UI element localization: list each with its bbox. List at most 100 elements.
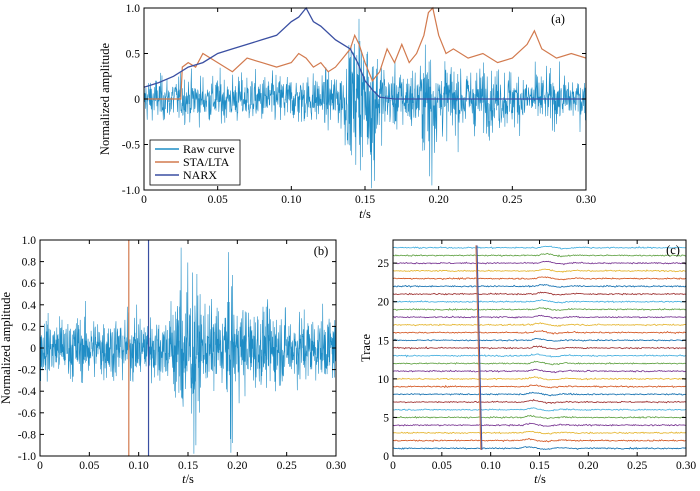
y-tick-label: 5 [383,412,389,424]
panel-a-xlabel-unit: /s [363,207,371,221]
panel-c-ticks: 0 0.05 0.10 0.15 0.20 0.25 0.30 0 5 10 15 20 25 [378,240,696,472]
panel-c-plot [392,245,687,451]
y-tick-label: 0.6 [22,278,37,290]
y-tick-label: -0.6 [18,408,36,420]
y-tick-label: -0.8 [18,429,36,441]
y-tick-label: 0.2 [22,321,37,333]
panel-a-xlabel-var: t [359,207,363,221]
trace-5 [393,414,686,420]
trace-11 [392,368,686,374]
panel-b-ylabel: Normalized amplitude [0,291,13,404]
y-tick-label: 0 [134,94,140,106]
x-tick-label: 0.15 [355,194,375,206]
panel-a-ticks: 0 0.05 0.10 0.15 0.20 0.25 0.30 -1.0 -0.5 0 0.5 1.0 [122,3,597,206]
panel-a-ylabel: Normalized amplitude [98,42,112,155]
trace-6 [392,407,687,412]
y-tick-label: 1.0 [126,3,141,15]
x-tick-label: 0.30 [326,460,346,472]
trace-9 [392,384,687,389]
x-tick-label: 0.20 [578,460,598,472]
raw-curve-line [143,18,587,189]
panel-c-xlabel: t/s [534,472,546,486]
pick-line-sta-lta [475,245,482,450]
trace-3 [392,430,687,435]
x-tick-label: 0.25 [502,194,522,206]
trace-18 [392,314,687,319]
trace-16 [392,329,686,335]
trace-17 [392,322,687,327]
trace-7 [393,398,687,405]
trace-8 [392,391,687,397]
trace-19 [392,307,687,312]
x-tick-label: 0.25 [627,460,647,472]
x-tick-label: 0.10 [481,460,501,472]
panel-b-label: (b) [314,244,329,258]
panel-c-xlabel-var: t [534,472,538,486]
x-tick-label: 0.10 [281,194,301,206]
y-tick-label: 0.5 [126,49,141,61]
trace-4 [392,422,687,427]
panel-c-xlabel-unit: /s [538,472,546,486]
trace-14 [392,345,687,350]
panel-b-plot [39,240,337,456]
trace-26 [392,252,687,258]
trace-2 [392,437,686,443]
panel-b-xlabel-var: t [182,472,186,486]
x-tick-label: 0.05 [432,460,452,472]
y-tick-label: -0.2 [18,365,36,377]
trace-10 [392,376,687,381]
trace-13 [392,353,687,358]
trace-1 [392,446,687,451]
x-tick-label: 0.15 [178,460,198,472]
x-tick-label: 0.25 [277,460,297,472]
x-tick-label: 0 [390,460,396,472]
legend-label-narx: NARX [183,168,217,182]
panel-c-ylabel: Trace [359,334,373,362]
x-tick-label: 0.05 [208,194,228,206]
trace-15 [392,338,687,342]
y-tick-label: 0 [383,451,389,463]
y-tick-label: -1.0 [18,451,36,463]
trace-20 [392,299,687,304]
y-tick-label: 0 [30,343,36,355]
panel-a: 0 0.05 0.10 0.15 0.20 0.25 0.30 -1.0 -0.5 0 0.5 1.0… [98,3,596,221]
trace-25 [392,260,687,266]
y-tick-label: -0.5 [122,140,140,152]
x-tick-label: 0.20 [429,194,449,206]
x-tick-label: 0.05 [79,460,99,472]
y-tick-label: -0.4 [18,386,36,398]
trace-21 [392,291,687,296]
signal-line [39,247,337,454]
x-tick-label: 0.30 [576,194,596,206]
panel-a-legend: Raw curve STA/LTA NARX [149,139,241,186]
y-tick-label: 0.4 [22,300,37,312]
x-tick-label: 0.30 [676,460,696,472]
y-tick-label: 15 [378,335,390,347]
panel-b: 0 0.05 0.10 0.15 0.20 0.25 0.30 -1.0 -0.8 -0.6 -0.… [0,235,346,486]
y-tick-label: 10 [378,374,390,386]
sta-lta-line [144,6,587,100]
y-tick-label: 20 [378,297,390,309]
trace-23 [392,276,687,281]
y-tick-label: 1.0 [22,235,37,247]
y-tick-label: 25 [378,258,390,270]
panel-c-label: (c) [666,243,680,257]
x-tick-label: 0.15 [529,460,549,472]
x-tick-label: 0 [141,194,147,206]
trace-22 [392,283,687,288]
legend-label-sta-lta: STA/LTA [183,155,230,169]
x-tick-label: 0.10 [129,460,149,472]
panel-a-label: (a) [551,12,565,26]
panel-b-xlabel: t/s [182,472,194,486]
y-tick-label: -1.0 [122,185,140,197]
trace-24 [392,268,687,273]
y-tick-label: 0.8 [22,257,37,269]
trace-27 [392,245,687,250]
pick-line-narx [476,245,483,450]
trace-12 [392,360,687,366]
panel-a-xlabel: t/s [359,207,371,221]
legend-label-raw: Raw curve [183,142,235,156]
panel-b-xlabel-unit: /s [186,472,194,486]
x-tick-label: 0.20 [227,460,247,472]
